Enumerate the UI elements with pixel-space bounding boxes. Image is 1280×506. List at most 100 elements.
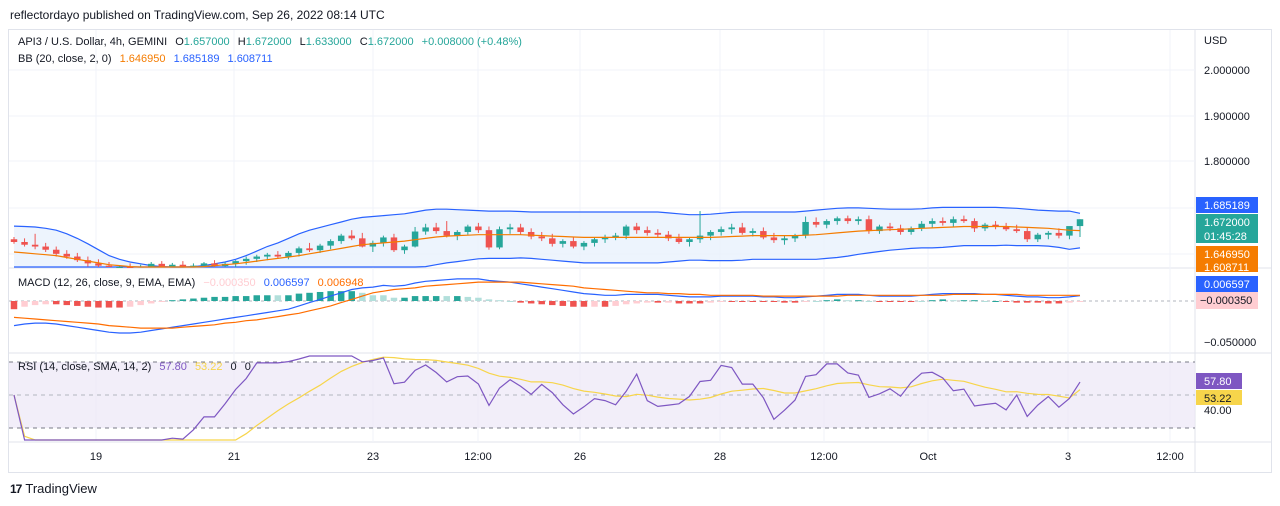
price-legend[interactable]: API3 / U.S. Dollar, 4h, GEMINI O1.657000… — [18, 36, 527, 48]
candle — [1055, 228, 1063, 239]
candle — [147, 262, 155, 267]
macd-hist-bar — [739, 301, 746, 302]
macd-hist-bar — [137, 301, 144, 306]
candle-body — [897, 228, 904, 232]
candle-body — [84, 260, 92, 264]
candle — [264, 252, 271, 261]
macd-hist-bar — [886, 301, 894, 302]
candle — [190, 263, 197, 267]
candle-body — [359, 238, 366, 247]
tradingview-logo-icon: 17 — [10, 481, 22, 496]
macd-hist-bar — [390, 297, 398, 301]
macd-legend[interactable]: MACD (12, 26, close, 9, EMA, EMA) −0.000… — [18, 277, 369, 289]
candle — [527, 228, 535, 240]
candle-body — [105, 265, 113, 267]
price-tick-1-9: 1.900000 — [1204, 111, 1250, 123]
macd-hist-bar — [971, 300, 978, 302]
macd-hist-bar — [126, 301, 134, 307]
candle — [432, 222, 440, 234]
candle-body — [538, 236, 545, 239]
candle-body — [337, 235, 345, 242]
candle-body — [707, 231, 714, 236]
candle — [591, 237, 598, 247]
candle — [781, 235, 788, 245]
macd-hist-bar — [190, 298, 197, 301]
candle-body — [1002, 226, 1010, 230]
candle — [823, 219, 830, 229]
macd-hist-bar — [633, 301, 640, 304]
macd-hist-bar — [211, 296, 218, 301]
candle — [158, 261, 166, 267]
macd-hist-bar — [401, 297, 408, 301]
candle-body — [559, 241, 567, 244]
macd-hist-bar — [760, 301, 767, 302]
macd-hist-bar — [74, 301, 81, 306]
candle-body — [52, 249, 60, 254]
macd-hist-bar — [527, 301, 535, 304]
macd-hist-bar — [432, 296, 440, 301]
candle — [52, 246, 60, 257]
candle — [844, 215, 852, 224]
macd-hist-bar — [1023, 301, 1031, 303]
time-axis[interactable]: 19 21 23 12:00 26 28 12:00 Oct 3 12:00 — [90, 451, 1184, 463]
footer-brand[interactable]: 17 TradingView — [10, 481, 97, 496]
candle-body — [306, 248, 313, 251]
candle-body — [570, 241, 577, 247]
macd-hist-bar — [992, 301, 999, 302]
macd-hist-bar — [907, 301, 915, 302]
macd-hist-bar — [981, 301, 989, 302]
candle-body — [770, 237, 778, 241]
time-label-3: 3 — [1065, 451, 1071, 463]
macd-hist-bar — [359, 292, 366, 301]
candle-body — [369, 242, 377, 247]
bb-legend[interactable]: BB (20, close, 2, 0) 1.646950 1.685189 1… — [18, 53, 278, 65]
candle-body — [834, 218, 841, 222]
candle — [644, 226, 651, 236]
macd-hist-bar — [95, 301, 102, 308]
candle-body — [549, 238, 556, 244]
macd-hist-bar — [1034, 301, 1042, 303]
candle-body — [675, 238, 683, 242]
time-label-23: 23 — [367, 451, 379, 463]
candle-body — [295, 248, 303, 253]
rsi-legend[interactable]: RSI (14, close, SMA, 14, 2) 57.80 53.22 … — [18, 361, 256, 373]
close-value: 1.672000 — [367, 36, 414, 48]
macd-hist-bar — [876, 301, 883, 302]
macd-hist-bar — [823, 300, 830, 302]
macd-hist-bar — [897, 301, 904, 302]
candle-body — [992, 224, 999, 227]
candle-body — [264, 254, 271, 257]
candle-body — [654, 232, 662, 235]
macd-signal-value: 0.006948 — [317, 277, 364, 289]
macd-hist-bar — [348, 291, 355, 301]
symbol-title: API3 / U.S. Dollar, 4h, GEMINI — [18, 36, 168, 48]
rsi-value: 57.80 — [159, 361, 187, 373]
macd-line-value: 0.006597 — [263, 277, 310, 289]
candle-body — [10, 239, 18, 242]
candle-body — [622, 226, 630, 236]
macd-hist-bar — [960, 300, 968, 302]
macd-hist-bar — [834, 299, 841, 301]
candle-body — [939, 221, 947, 223]
open-label: O — [175, 36, 184, 48]
candle-body — [21, 241, 28, 245]
macd-tick: −0.050000 — [1204, 337, 1256, 349]
candle — [411, 226, 419, 248]
candle — [42, 242, 49, 252]
badge-last-price: 1.672000 — [1204, 217, 1250, 229]
candle-body — [74, 256, 81, 261]
candle — [728, 223, 735, 234]
candle — [918, 221, 925, 232]
candle-body — [1066, 226, 1073, 236]
macd-hist-bar — [517, 301, 524, 303]
candle — [31, 233, 39, 250]
candle-body — [158, 263, 166, 267]
macd-hist-bar — [707, 301, 714, 303]
candle-body — [686, 239, 693, 242]
macd-hist-bar — [422, 296, 429, 301]
chart-frame[interactable] — [8, 29, 1272, 473]
candle — [169, 262, 176, 267]
candle-body — [633, 226, 640, 231]
candle — [21, 238, 28, 247]
